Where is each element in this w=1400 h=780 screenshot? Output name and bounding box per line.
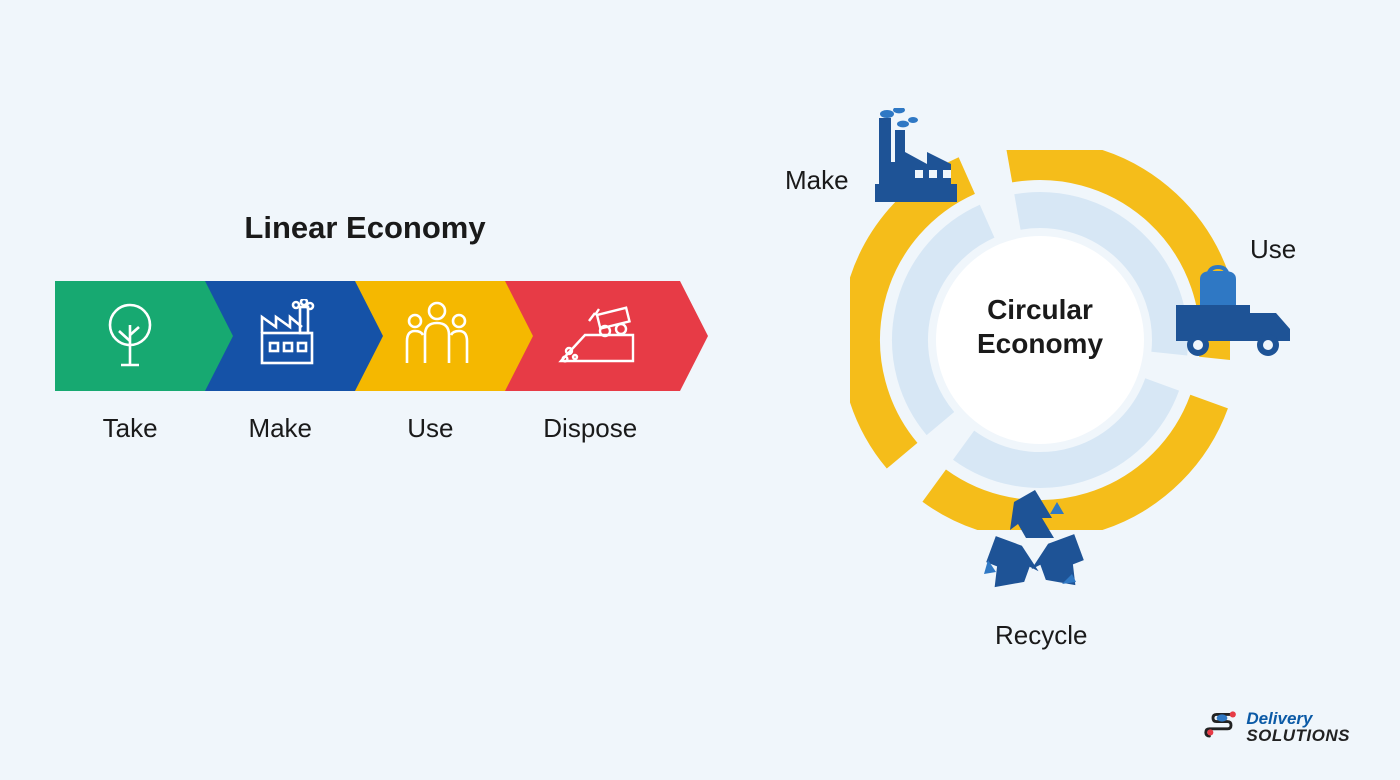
circular-title: Circular Economy xyxy=(955,293,1125,360)
linear-economy-section: Linear Economy xyxy=(55,210,675,444)
linear-segment-take xyxy=(55,281,205,391)
linear-label-use: Use xyxy=(355,413,505,444)
recycle-icon xyxy=(980,482,1090,597)
linear-label-dispose: Dispose xyxy=(505,413,675,444)
brand-logo: Delivery SOLUTIONS xyxy=(1204,709,1350,745)
linear-arrow-row xyxy=(55,281,675,391)
circular-title-line1: Circular xyxy=(987,294,1093,325)
truck-bag-icon xyxy=(1168,265,1298,370)
logo-text: Delivery SOLUTIONS xyxy=(1246,710,1350,744)
factory-solid-icon xyxy=(865,108,975,223)
linear-label-take: Take xyxy=(55,413,205,444)
circular-label-use: Use xyxy=(1250,234,1296,265)
linear-title: Linear Economy xyxy=(55,210,675,246)
circular-label-recycle: Recycle xyxy=(995,620,1087,651)
people-icon xyxy=(401,299,473,374)
dump-icon xyxy=(555,301,639,372)
logo-mark-icon xyxy=(1204,709,1240,745)
circular-economy-section: Circular Economy Make Use Recycle xyxy=(750,90,1310,650)
circular-label-make: Make xyxy=(785,165,849,196)
factory-icon xyxy=(252,299,322,374)
linear-segment-use xyxy=(355,281,505,391)
linear-labels-row: TakeMakeUseDispose xyxy=(55,413,675,444)
logo-line1: Delivery xyxy=(1246,710,1350,727)
linear-segment-make xyxy=(205,281,355,391)
logo-line2: SOLUTIONS xyxy=(1246,727,1350,744)
tree-icon xyxy=(99,299,161,374)
linear-segment-dispose xyxy=(505,281,675,391)
linear-label-make: Make xyxy=(205,413,355,444)
circular-title-line2: Economy xyxy=(977,328,1103,359)
